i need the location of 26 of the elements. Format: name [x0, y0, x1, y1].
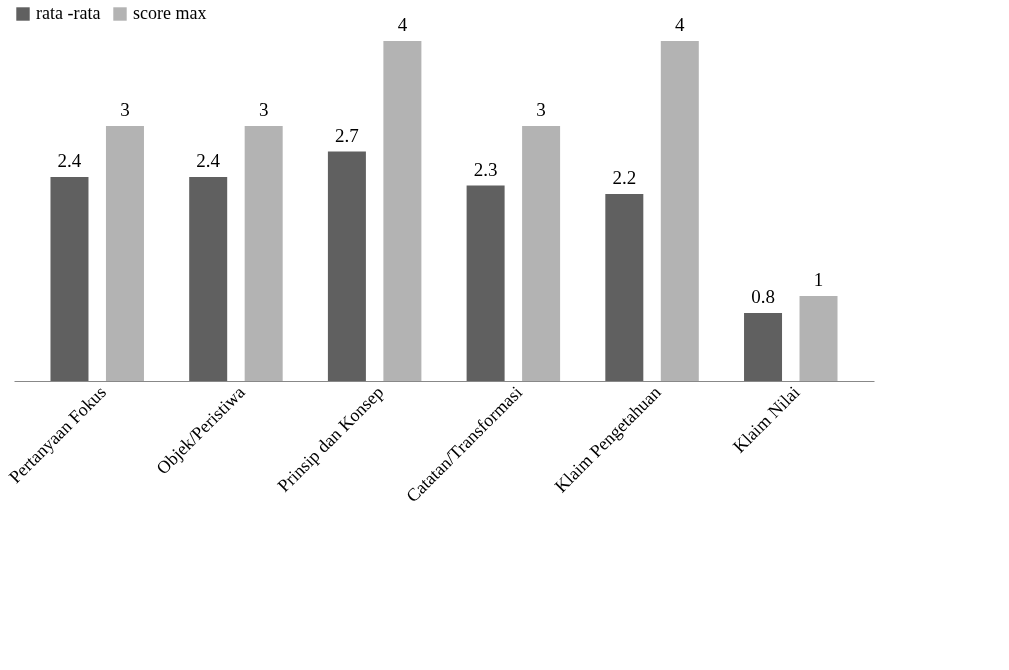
data-label: 4: [675, 14, 686, 35]
legend-label: score max: [133, 3, 207, 23]
data-label: 3: [536, 99, 546, 120]
legend-label: rata -rata: [36, 3, 101, 23]
data-label: 2.2: [612, 167, 637, 188]
data-label: 3: [258, 99, 269, 120]
data-label: 2.4: [196, 150, 221, 171]
data-label: 0.8: [751, 286, 775, 307]
data-label: 2.7: [335, 124, 359, 146]
bar: [327, 151, 366, 381]
bar: [660, 41, 699, 381]
bar: [522, 126, 561, 381]
data-label: 3: [120, 99, 130, 120]
data-label: 2.4: [57, 150, 82, 171]
bar: [466, 185, 505, 381]
bar: [605, 194, 644, 381]
bar: [244, 126, 283, 381]
data-label: 2.3: [473, 158, 498, 180]
data-label: 1: [813, 269, 824, 290]
bar: [105, 126, 144, 381]
bar: [189, 177, 228, 381]
data-label: 4: [397, 14, 408, 35]
bar: [744, 313, 783, 381]
bar: [50, 177, 89, 381]
bar: [799, 296, 838, 381]
bar: [383, 41, 422, 381]
